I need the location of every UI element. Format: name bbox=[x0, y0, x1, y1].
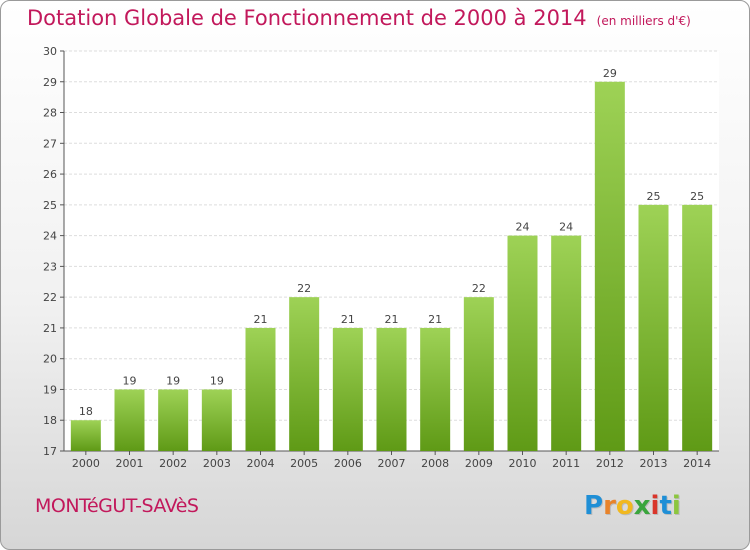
x-tick-label: 2003 bbox=[203, 457, 231, 470]
bar bbox=[507, 235, 538, 451]
bar-value-label: 29 bbox=[603, 67, 617, 80]
bar bbox=[463, 297, 494, 451]
bar-value-label: 19 bbox=[166, 374, 180, 387]
x-tick-label: 2007 bbox=[378, 457, 406, 470]
bar bbox=[245, 327, 276, 451]
bar bbox=[420, 327, 451, 451]
y-tick-label: 28 bbox=[43, 107, 57, 120]
y-tick-label: 22 bbox=[43, 291, 57, 304]
x-tick-label: 2000 bbox=[72, 457, 100, 470]
bar bbox=[682, 204, 713, 451]
x-tick-label: 2009 bbox=[465, 457, 493, 470]
logo-letter: P bbox=[584, 491, 604, 521]
x-tick-label: 2006 bbox=[334, 457, 362, 470]
bar bbox=[114, 389, 145, 451]
y-tick-label: 25 bbox=[43, 199, 57, 212]
y-tick-label: 18 bbox=[43, 414, 57, 427]
logo-letter: t bbox=[659, 491, 672, 521]
x-tick-label: 2011 bbox=[552, 457, 580, 470]
bar-value-label: 21 bbox=[254, 313, 268, 326]
bar bbox=[332, 327, 363, 451]
bar bbox=[201, 389, 232, 451]
x-tick-label: 2004 bbox=[247, 457, 275, 470]
y-tick-label: 17 bbox=[43, 445, 57, 458]
bar-value-label: 24 bbox=[559, 221, 573, 234]
bar bbox=[594, 81, 625, 452]
chart-title: Dotation Globale de Fonctionnement de 20… bbox=[27, 6, 691, 30]
x-tick-label: 2012 bbox=[596, 457, 624, 470]
y-tick-label: 27 bbox=[43, 137, 57, 150]
y-tick-label: 26 bbox=[43, 168, 57, 181]
title-text: Dotation Globale de Fonctionnement de 20… bbox=[27, 6, 587, 30]
bar-value-label: 21 bbox=[385, 313, 399, 326]
logo-letter: i bbox=[671, 491, 681, 521]
y-tick-label: 19 bbox=[43, 383, 57, 396]
x-tick-label: 2001 bbox=[116, 457, 144, 470]
y-tick-label: 24 bbox=[43, 230, 57, 243]
bar-value-label: 21 bbox=[428, 313, 442, 326]
bar bbox=[158, 389, 189, 451]
x-tick-label: 2013 bbox=[640, 457, 668, 470]
x-tick-label: 2008 bbox=[421, 457, 449, 470]
x-tick-label: 2005 bbox=[290, 457, 318, 470]
bar-value-label: 25 bbox=[690, 190, 704, 203]
bar-value-label: 22 bbox=[472, 282, 486, 295]
bar bbox=[70, 420, 101, 451]
bar bbox=[376, 327, 407, 451]
x-tick-label: 2014 bbox=[683, 457, 711, 470]
x-tick-label: 2002 bbox=[159, 457, 187, 470]
bar-value-label: 22 bbox=[297, 282, 311, 295]
bar-value-label: 18 bbox=[79, 405, 93, 418]
logo-letter: r bbox=[603, 491, 616, 521]
y-tick-label: 29 bbox=[43, 76, 57, 89]
y-tick-label: 30 bbox=[43, 45, 57, 58]
x-tick-label: 2010 bbox=[509, 457, 537, 470]
bar-value-label: 19 bbox=[123, 374, 137, 387]
bar bbox=[638, 204, 669, 451]
bar bbox=[551, 235, 582, 451]
bar-value-label: 25 bbox=[647, 190, 661, 203]
proxiti-logo: Proxiti bbox=[584, 491, 681, 521]
bar-value-label: 21 bbox=[341, 313, 355, 326]
logo-letter: o bbox=[615, 491, 634, 521]
bar-value-label: 24 bbox=[516, 221, 530, 234]
y-tick-label: 20 bbox=[43, 353, 57, 366]
chart-subtitle: (en milliers d'€) bbox=[596, 14, 691, 28]
bar bbox=[289, 297, 320, 451]
y-tick-label: 23 bbox=[43, 260, 57, 273]
logo-letter: x bbox=[633, 491, 651, 521]
commune-name: MONTéGUT-SAVèS bbox=[35, 495, 199, 517]
bar-value-label: 19 bbox=[210, 374, 224, 387]
y-tick-label: 21 bbox=[43, 322, 57, 335]
logo-letter: i bbox=[650, 491, 660, 521]
